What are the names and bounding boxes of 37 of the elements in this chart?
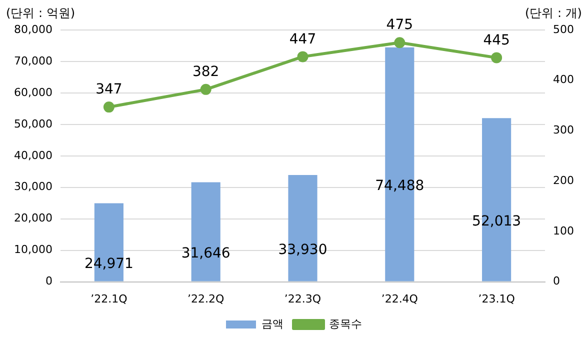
y2-tick-label: 400 [553,73,574,86]
legend-label: 종목수 [329,317,362,330]
y-axis-title: (단위 : 억원) [6,6,76,20]
data-label: 447 [289,31,316,48]
y-tick-label: 10,000 [14,243,52,256]
y-tick-label: 0 [45,274,52,288]
legend-label: 금액 [262,317,284,330]
data-label: 445 [483,32,510,48]
y-tick-label: 20,000 [14,212,52,225]
y-tick-label: 40,000 [14,148,52,162]
data-label: 52,013 [472,213,522,230]
point [491,52,502,64]
point [200,84,212,95]
data-label: 33,930 [278,242,328,258]
x-tick-label: ’22.4Q [381,292,418,306]
y2-tick-label: 200 [553,174,574,187]
point [394,37,406,48]
y2-tick-label: 500 [553,22,574,36]
data-label: 475 [386,17,414,34]
y2-tick-label: 0 [553,274,560,288]
y-tick-label: 50,000 [14,117,52,130]
data-label: 74,488 [375,178,424,194]
x-tick-label: ’22.3Q [284,292,322,306]
x-tick-label: ’22.1Q [90,292,128,306]
data-label: 347 [96,82,122,98]
y-tick-label: 70,000 [14,54,52,68]
point [103,102,114,113]
y2-axis-title: (단위 : 개) [524,6,582,20]
data-label: 382 [192,64,220,80]
x-tick-label: ’23.1Q [478,292,516,306]
x-tick-label: ’22.2Q [188,292,225,306]
y2-tick-label: 100 [553,224,574,238]
y-tick-label: 30,000 [14,180,52,194]
y-tick-label: 60,000 [14,86,52,99]
point [297,51,308,62]
y-tick-label: 80,000 [14,22,52,36]
y2-tick-label: 300 [553,124,574,137]
